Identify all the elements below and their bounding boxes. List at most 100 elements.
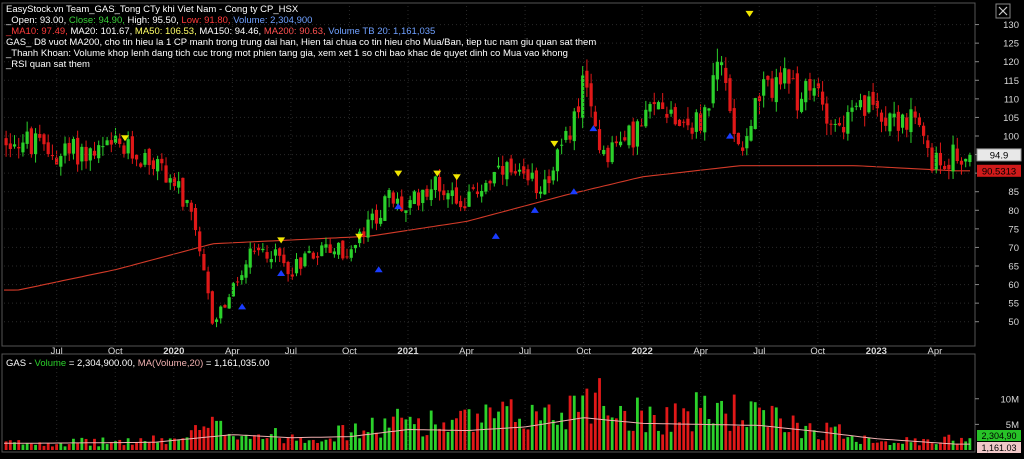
volume-bar [762,410,766,450]
signal-markers [121,10,754,310]
volume-bar [648,406,652,450]
candle-body [160,158,164,164]
candle-body [947,164,951,170]
candle-body [644,109,648,127]
candle-body [812,88,816,96]
volume-bar [825,422,829,450]
ma200-price-tag: 90.5313 [977,164,1021,177]
price-tick-label: 110 [1004,94,1019,105]
candle-body [416,192,421,206]
candle-body [341,240,345,259]
volume-bar [863,435,867,450]
candle-body [315,256,320,258]
volume-bar [76,443,80,450]
volume-bar [227,433,231,450]
ohlc-label-0: _Open: [5,15,40,26]
volume-bar [884,441,888,450]
candle-body [130,136,134,159]
candle-body [896,111,900,131]
volume-bar [661,434,665,450]
candle-body [875,100,879,109]
volume-bar [795,422,799,450]
volume-bar [753,402,757,450]
candle-body [307,251,311,253]
volume-bar [783,432,787,450]
buy-signal-marker [569,188,578,195]
candle-body [749,125,753,141]
candle-body [867,96,871,113]
volume-bar [905,437,909,450]
volume-bar [286,437,290,450]
candle-body [475,191,480,195]
volume-ma-line [4,417,970,445]
candle-body [602,149,606,155]
volume-bar [295,440,298,450]
volume-bar [387,427,391,450]
volume-bar [690,431,694,450]
volume-bar [741,420,745,450]
candle-body [278,248,282,256]
candle-body [198,231,202,252]
volume-ma-readout-value: = 1,161,035.00 [203,358,269,369]
sell-signal-marker [277,237,286,244]
candle-body [67,142,71,154]
time-tick-label: Oct [810,346,825,357]
candle-body [833,123,837,125]
volume-bar [147,442,151,450]
volume-bar [707,419,711,450]
time-tick-label: 2020 [163,346,184,357]
candle-body [252,250,257,252]
volume-tick-label: 5M [1006,420,1019,431]
price-tick-label: 55 [1008,299,1019,310]
volume-bar [328,438,332,450]
candle-body [214,319,219,322]
candle-body [884,117,888,126]
time-tick-label: Oct [576,346,591,357]
candle-body [273,249,278,256]
chart-title: EasyStock.vn Team_GAS_Tong CTy khi Viet … [6,4,299,15]
price-tick-label: 100 [1003,132,1019,143]
volume-bar [93,438,96,450]
volume-bar [349,432,353,450]
candle-body [526,169,530,181]
candle-body [38,134,42,138]
volume-ma-readout-label: MA(Volume,20) [138,358,203,369]
volume-bar [703,395,707,450]
candle-body [905,117,909,130]
price-grid [4,24,972,323]
last-price-tag: 94.9 [976,148,1022,162]
volume-bar [257,434,261,450]
candle-body [509,158,513,173]
close-button[interactable] [995,3,1011,19]
volume-bar [332,441,336,450]
price-tick-label: 50 [1008,317,1019,328]
candle-body [943,165,947,170]
candle-body [59,156,63,167]
volume-bar [665,407,669,450]
candle-body [400,196,404,211]
candle-body [240,275,244,281]
price-tick-label: 125 [1003,39,1019,50]
candle-body [446,193,450,200]
candle-body [379,217,383,224]
candle-body [568,135,572,140]
candle-body [219,306,223,319]
candle-body [719,62,724,66]
volume-bar [303,442,307,450]
candle-body [513,171,517,174]
volume-bar [657,430,660,450]
candle-body [118,138,122,144]
volume-bar [408,416,412,450]
candle-body [652,102,656,105]
volume-readout-prefix: GAS - [6,358,35,369]
svg-text:1,161.03: 1,161.03 [981,443,1016,453]
time-tick-label: 2021 [397,346,419,357]
ohlc-value-4: 2,304,900 [270,15,312,26]
candle-body [122,145,126,154]
volume-panel-frame [1,353,976,453]
volume-bar [543,407,547,450]
price-tick-label: 60 [1008,280,1019,291]
candle-body [101,146,105,148]
candle-body [172,177,177,186]
volume-bar [177,439,181,450]
